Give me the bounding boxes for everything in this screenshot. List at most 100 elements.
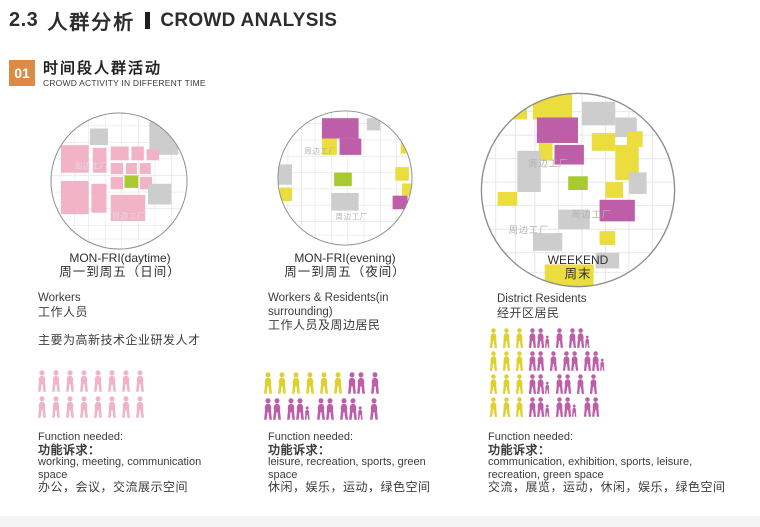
pictograms-district-residents <box>488 328 607 420</box>
map-caption-evening: MON-FRI(evening) 周一到周五（夜间） <box>255 251 435 279</box>
section-title-en: CROWD ACTIVITY IN DIFFERENT TIME <box>43 78 206 88</box>
person-pictogram-icon <box>588 374 599 394</box>
page-title-zh: 人群分析 <box>47 12 136 34</box>
family-pictogram-icon <box>527 374 552 394</box>
map-caption-weekend: WEEKEND 周末 <box>488 253 668 281</box>
function-needed-evening: Function needed: 功能诉求： leisure, recreati… <box>268 431 458 494</box>
person-pictogram-icon <box>64 370 76 392</box>
person-pictogram-icon <box>514 351 525 371</box>
function-needs-en: communication, exhibition, sports, leisu… <box>488 456 693 481</box>
person-pictogram-icon <box>488 374 499 394</box>
person-pictogram-icon <box>78 370 90 392</box>
person-pictogram-icon <box>501 397 512 417</box>
person-pictogram-icon <box>501 328 512 348</box>
person-pictogram-icon <box>514 328 525 348</box>
family-pictogram-icon <box>582 351 607 371</box>
function-needed-weekend: Function needed: 功能诉求： communication, ex… <box>488 431 736 494</box>
pair-pictogram-icon <box>315 398 336 420</box>
section-heading: 01 时间段人群活动 CROWD ACTIVITY IN DIFFERENT T… <box>9 60 206 88</box>
person-pictogram-icon <box>514 397 525 417</box>
function-needs-zh: 交流，展览，运动，休闲，娱乐，绿色空间 <box>488 480 726 494</box>
person-pictogram-icon <box>106 396 118 418</box>
note-workers: 主要为高新技术企业研发人才 <box>38 333 201 347</box>
function-heading-en: Function needed: <box>268 431 354 443</box>
person-pictogram-icon <box>514 374 525 394</box>
map-caption-daytime: MON-FRI(daytime) 周一到周五（日间） <box>30 251 210 279</box>
pair-pictogram-icon <box>346 372 367 394</box>
section-badge: 01 <box>9 60 35 86</box>
map-caption-evening-zh: 周一到周五（夜间） <box>284 264 406 279</box>
map-caption-daytime-zh: 周一到周五（日间） <box>59 264 181 279</box>
person-pictogram-icon <box>50 370 62 392</box>
person-pictogram-icon <box>36 370 48 392</box>
person-pictogram-icon <box>134 396 146 418</box>
family-pictogram-icon <box>567 328 592 348</box>
person-pictogram-icon <box>106 370 118 392</box>
function-needs-zh: 休闲，娱乐，运动，绿色空间 <box>268 480 431 494</box>
person-pictogram-icon <box>64 396 76 418</box>
person-pictogram-icon <box>120 370 132 392</box>
audience-workers-residents-en: Workers & Residents(in surrounding) <box>268 292 389 318</box>
svg-text:周边工厂: 周边工厂 <box>335 212 368 221</box>
audience-district-residents-en: District Residents <box>497 293 587 305</box>
person-pictogram-icon <box>368 398 380 420</box>
person-pictogram-icon <box>332 372 344 394</box>
person-pictogram-icon <box>501 374 512 394</box>
svg-text:周边工厂: 周边工厂 <box>304 147 337 156</box>
function-needed-daytime: Function needed: 功能诉求： working, meeting,… <box>38 431 223 494</box>
person-pictogram-icon <box>369 372 381 394</box>
family-pictogram-icon <box>338 398 366 420</box>
pictograms-workers-residents <box>262 372 381 424</box>
function-heading-en: Function needed: <box>488 431 574 443</box>
function-needs-en: leisure, recreation, sports, green space <box>268 456 426 481</box>
audience-district-residents-zh: 经开区居民 <box>497 305 560 320</box>
section-title-zh: 时间段人群活动 <box>43 60 163 77</box>
function-needs-zh: 办公，会议，交流展示空间 <box>38 480 189 494</box>
page-title: 2.3 人群分析 CROWD ANALYSIS <box>9 6 337 35</box>
audience-workers-residents: Workers & Residents(in surrounding) 工作人员… <box>268 292 403 333</box>
person-pictogram-icon <box>501 351 512 371</box>
map-caption-evening-en: MON-FRI(evening) <box>294 251 396 265</box>
pair-pictogram-icon <box>262 398 283 420</box>
svg-text:周边工厂: 周边工厂 <box>528 158 569 168</box>
person-pictogram-icon <box>262 372 274 394</box>
family-pictogram-icon <box>554 397 579 417</box>
pair-pictogram-icon <box>527 351 546 371</box>
bottom-divider-strip <box>0 516 760 527</box>
map-caption-weekend-en: WEEKEND <box>547 253 609 267</box>
audience-workers: Workers 工作人员 <box>38 292 238 319</box>
family-pictogram-icon <box>285 398 313 420</box>
person-pictogram-icon <box>36 396 48 418</box>
person-pictogram-icon <box>276 372 288 394</box>
map-caption-daytime-en: MON-FRI(daytime) <box>69 251 171 265</box>
svg-text:周边工厂: 周边工厂 <box>112 211 145 220</box>
person-pictogram-icon <box>304 372 316 394</box>
function-heading-zh: 功能诉求： <box>38 442 101 457</box>
section-number: 2.3 <box>9 9 39 31</box>
section-titles: 时间段人群活动 CROWD ACTIVITY IN DIFFERENT TIME <box>43 60 206 88</box>
person-pictogram-icon <box>50 396 62 418</box>
pictograms-workers <box>36 370 146 422</box>
person-pictogram-icon <box>92 370 104 392</box>
person-pictogram-icon <box>318 372 330 394</box>
function-heading-zh: 功能诉求： <box>488 442 551 457</box>
person-pictogram-icon <box>134 370 146 392</box>
audience-district-residents: District Residents 经开区居民 <box>497 293 697 320</box>
audience-workers-en: Workers <box>38 292 81 304</box>
function-heading-en: Function needed: <box>38 431 124 443</box>
pair-pictogram-icon <box>582 397 601 417</box>
svg-text:周边工厂: 周边工厂 <box>75 162 108 171</box>
person-pictogram-icon <box>554 328 565 348</box>
audience-workers-residents-zh: 工作人员及周边居民 <box>268 318 381 332</box>
map-caption-weekend-zh: 周末 <box>564 266 592 281</box>
person-pictogram-icon <box>488 397 499 417</box>
person-pictogram-icon <box>78 396 90 418</box>
svg-text:周边工厂: 周边工厂 <box>509 225 550 235</box>
pair-pictogram-icon <box>561 351 580 371</box>
family-pictogram-icon <box>527 397 552 417</box>
person-pictogram-icon <box>548 351 559 371</box>
